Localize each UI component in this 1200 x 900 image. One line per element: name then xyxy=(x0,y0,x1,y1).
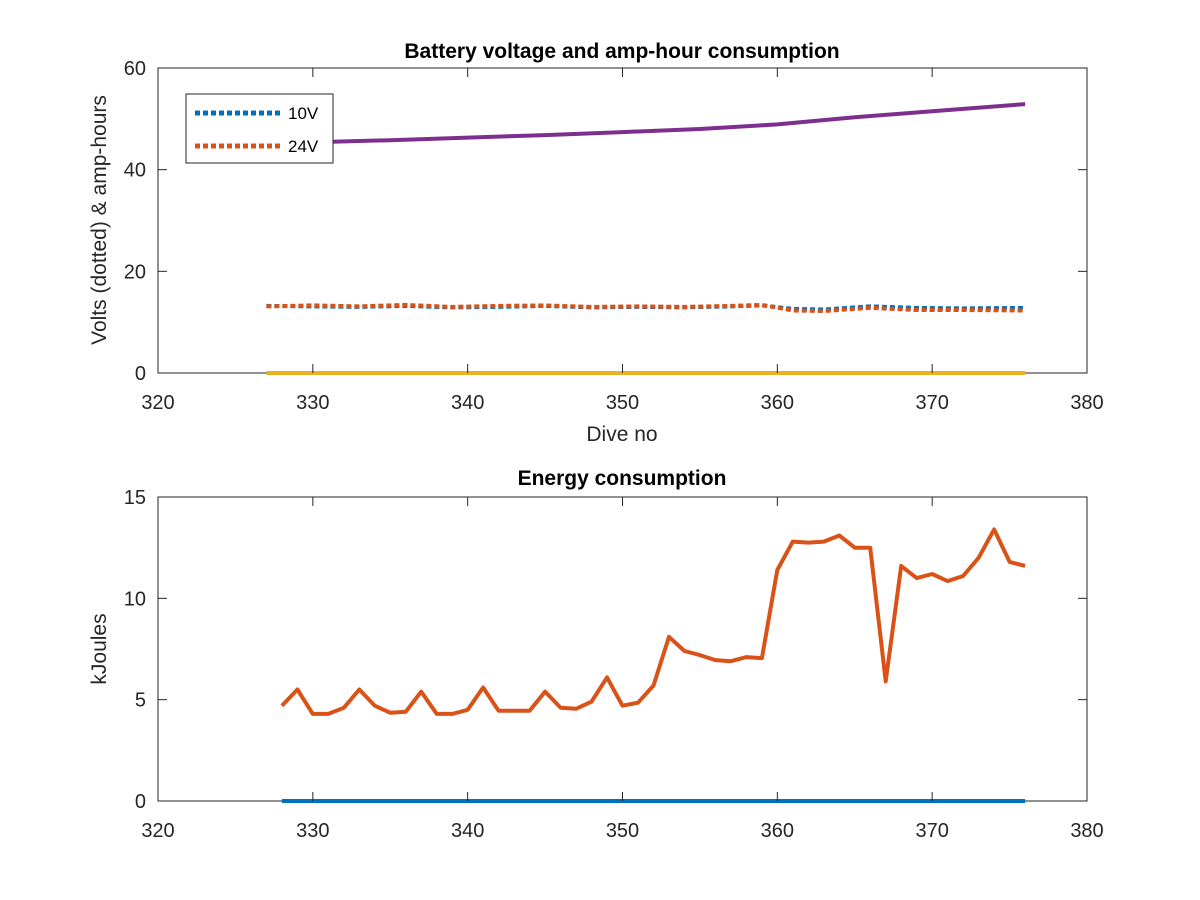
energy-y-tick-label: 10 xyxy=(124,588,146,610)
energy-x-tick-label: 370 xyxy=(915,820,948,842)
energy-subplot: 320 330 340 350 360 370 380 0 5 10 15 Energy cons… xyxy=(88,467,1104,842)
energy-axes-box xyxy=(157,496,1088,802)
voltage-x-tick-label: 360 xyxy=(761,392,794,414)
voltage-x-tick-label: 330 xyxy=(296,392,329,414)
voltage-y-ticks: 0 20 40 60 xyxy=(124,58,1087,385)
voltage-x-tick-label: 380 xyxy=(1070,392,1103,414)
energy-x-tick-label: 360 xyxy=(761,820,794,842)
energy-x-tick-label: 350 xyxy=(606,820,639,842)
energy-x-tick-label: 380 xyxy=(1070,820,1103,842)
voltage-chart-title: Battery voltage and amp-hour consumption xyxy=(404,40,839,63)
voltage-x-ticks: 320 330 340 350 360 370 380 xyxy=(141,68,1104,414)
energy-y-tick-label: 0 xyxy=(135,791,146,813)
energy-x-ticks: 320 330 340 350 360 370 380 xyxy=(141,497,1104,842)
voltage-y-tick-label: 20 xyxy=(124,261,146,283)
voltage-subplot: 320 330 340 350 360 370 380 0 20 40 60 Battery vo… xyxy=(88,40,1104,446)
voltage-x-tick-label: 350 xyxy=(606,392,639,414)
energy-series-group xyxy=(280,527,1026,803)
energy-chart-title: Energy consumption xyxy=(518,467,727,490)
energy-x-tick-label: 320 xyxy=(141,820,174,842)
voltage-series-24v-line xyxy=(266,302,1026,313)
voltage-series-purple-line xyxy=(266,102,1026,146)
voltage-x-tick-label: 340 xyxy=(451,392,484,414)
voltage-x-axis-label: Dive no xyxy=(586,423,657,446)
energy-y-ticks: 0 5 10 15 xyxy=(124,487,1087,813)
voltage-y-tick-label: 0 xyxy=(135,363,146,385)
voltage-y-axis-label: Volts (dotted) & amp-hours xyxy=(88,95,111,345)
energy-series-orange-line xyxy=(280,527,1026,716)
voltage-y-tick-label: 40 xyxy=(124,160,146,182)
energy-y-axis-label: kJoules xyxy=(88,613,111,684)
legend-box xyxy=(185,93,334,164)
voltage-x-tick-label: 320 xyxy=(141,392,174,414)
energy-y-tick-label: 5 xyxy=(135,690,146,712)
legend-24v-label: 24V xyxy=(288,137,319,156)
legend-10v-label: 10V xyxy=(288,104,319,123)
voltage-series-group xyxy=(266,102,1026,375)
voltage-y-tick-label: 60 xyxy=(124,58,146,80)
energy-x-tick-label: 340 xyxy=(451,820,484,842)
voltage-x-tick-label: 370 xyxy=(915,392,948,414)
voltage-legend: 10V 24V xyxy=(185,93,334,164)
energy-y-tick-label: 15 xyxy=(124,487,146,509)
energy-x-tick-label: 330 xyxy=(296,820,329,842)
